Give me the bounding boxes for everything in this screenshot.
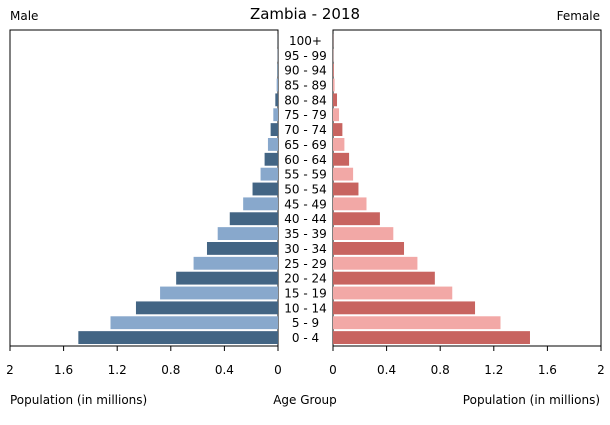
female-x-tick-label: 0.4 (377, 363, 396, 377)
female-bar-70-74 (333, 123, 343, 136)
female-bar-20-24 (333, 271, 435, 285)
age-group-label-60-64: 60 - 64 (284, 153, 327, 167)
age-group-label-80-84: 80 - 84 (284, 93, 327, 107)
male-bar-20-24 (176, 271, 278, 285)
female-bar-85-89 (333, 78, 335, 92)
age-group-label-40-44: 40 - 44 (284, 212, 327, 226)
female-bar-0-4 (333, 331, 530, 344)
male-bar-65-69 (267, 138, 278, 151)
chart-title: Zambia - 2018 (249, 5, 361, 23)
age-group-label-95-99: 95 - 99 (284, 49, 327, 63)
female-bar-60-64 (333, 152, 350, 166)
age-group-label-15-19: 15 - 19 (284, 287, 327, 301)
female-bar-65-69 (333, 138, 345, 151)
male-bar-35-39 (217, 227, 278, 240)
female-bar-50-54 (333, 182, 359, 196)
age-group-label-55-59: 55 - 59 (284, 168, 327, 182)
male-bar-60-64 (264, 152, 278, 166)
male-bar-25-29 (193, 256, 278, 270)
male-x-tick-label: 1.6 (54, 363, 73, 377)
age-group-label-70-74: 70 - 74 (284, 123, 327, 137)
male-bar-45-49 (243, 197, 278, 211)
male-bar-10-14 (135, 301, 278, 315)
age-group-label-5-9: 5 - 9 (292, 316, 319, 330)
x-axis-label-female: Population (in millions) (462, 393, 600, 407)
male-bar-0-4 (78, 331, 278, 344)
female-x-tick-label: 0.8 (431, 363, 450, 377)
male-bar-55-59 (260, 167, 278, 181)
female-x-tick-label: 1.2 (484, 363, 503, 377)
male-bar-50-54 (252, 182, 278, 196)
age-group-label-75-79: 75 - 79 (284, 108, 327, 122)
female-bar-75-79 (333, 108, 340, 122)
female-bar-80-84 (333, 93, 338, 107)
age-group-label-20-24: 20 - 24 (284, 272, 327, 286)
male-bar-70-74 (270, 123, 278, 136)
male-x-tick-label: 0 (274, 363, 282, 377)
female-bar-40-44 (333, 212, 380, 226)
age-group-label-100+: 100+ (289, 34, 322, 48)
female-bar-90-94 (333, 63, 334, 77)
male-bar-15-19 (160, 286, 278, 300)
male-bar-80-84 (275, 93, 278, 107)
female-bar-25-29 (333, 256, 418, 270)
female-x-tick-label: 1.6 (538, 363, 557, 377)
age-group-label-45-49: 45 - 49 (284, 197, 327, 211)
male-bar-75-79 (273, 108, 278, 122)
female-bar-5-9 (333, 316, 501, 330)
age-group-label-0-4: 0 - 4 (292, 331, 319, 345)
male-bar-30-34 (206, 242, 278, 255)
age-group-label-50-54: 50 - 54 (284, 183, 327, 197)
age-group-label-10-14: 10 - 14 (284, 301, 327, 315)
x-axis-label-male: Population (in millions) (10, 393, 148, 407)
male-bar-85-89 (276, 78, 278, 92)
female-bar-45-49 (333, 197, 367, 211)
age-group-label: Age Group (273, 393, 337, 407)
female-x-tick-label: 0 (329, 363, 337, 377)
male-bar-40-44 (229, 212, 278, 226)
male-bar-5-9 (110, 316, 278, 330)
male-x-tick-label: 0.8 (161, 363, 180, 377)
age-group-label-35-39: 35 - 39 (284, 227, 327, 241)
age-group-label-65-69: 65 - 69 (284, 138, 327, 152)
male-x-tick-label: 1.2 (108, 363, 127, 377)
female-bar-35-39 (333, 227, 394, 240)
male-x-tick-label: 0.4 (215, 363, 234, 377)
age-group-label-30-34: 30 - 34 (284, 242, 327, 256)
age-group-label-90-94: 90 - 94 (284, 64, 327, 78)
female-bar-10-14 (333, 301, 476, 315)
male-header: Male (10, 9, 39, 23)
female-bar-15-19 (333, 286, 453, 300)
female-bar-30-34 (333, 242, 405, 255)
female-x-tick-label: 2 (597, 363, 605, 377)
female-header: Female (556, 9, 600, 23)
female-bar-55-59 (333, 167, 354, 181)
age-group-label-25-29: 25 - 29 (284, 257, 327, 271)
male-x-tick-label: 2 (6, 363, 14, 377)
male-bar-90-94 (277, 63, 278, 77)
age-group-label-85-89: 85 - 89 (284, 79, 327, 93)
